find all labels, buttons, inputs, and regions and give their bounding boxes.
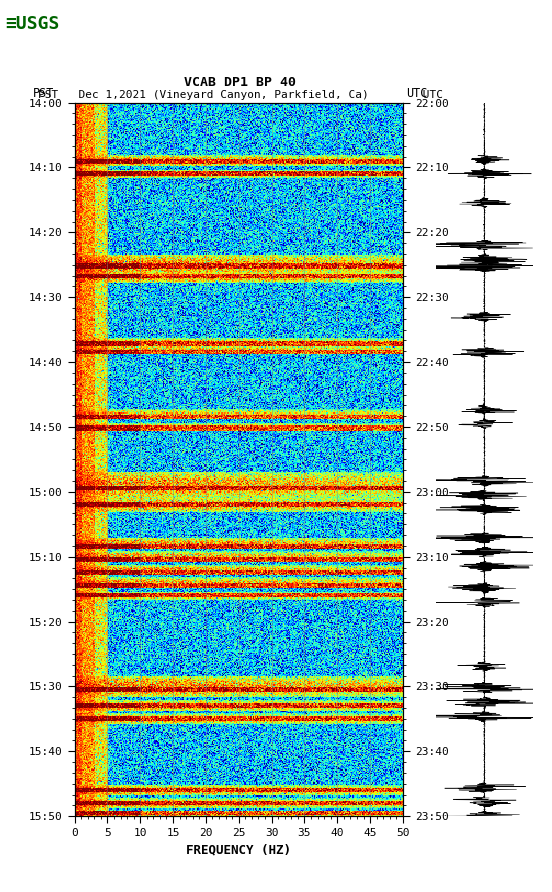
Text: PST: PST — [33, 87, 55, 100]
Text: ≡USGS: ≡USGS — [6, 15, 60, 33]
Text: UTC: UTC — [406, 87, 427, 100]
X-axis label: FREQUENCY (HZ): FREQUENCY (HZ) — [186, 844, 291, 856]
Text: VCAB DP1 BP 40: VCAB DP1 BP 40 — [184, 76, 296, 89]
Text: PST   Dec 1,2021 (Vineyard Canyon, Parkfield, Ca)        UTC: PST Dec 1,2021 (Vineyard Canyon, Parkfie… — [38, 90, 443, 100]
